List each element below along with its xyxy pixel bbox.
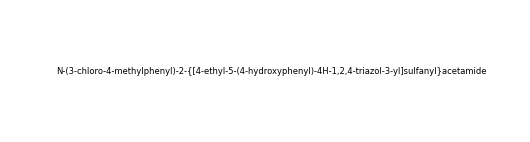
Text: N-(3-chloro-4-methylphenyl)-2-{[4-ethyl-5-(4-hydroxyphenyl)-4H-1,2,4-triazol-3-y: N-(3-chloro-4-methylphenyl)-2-{[4-ethyl-… [56, 67, 487, 76]
